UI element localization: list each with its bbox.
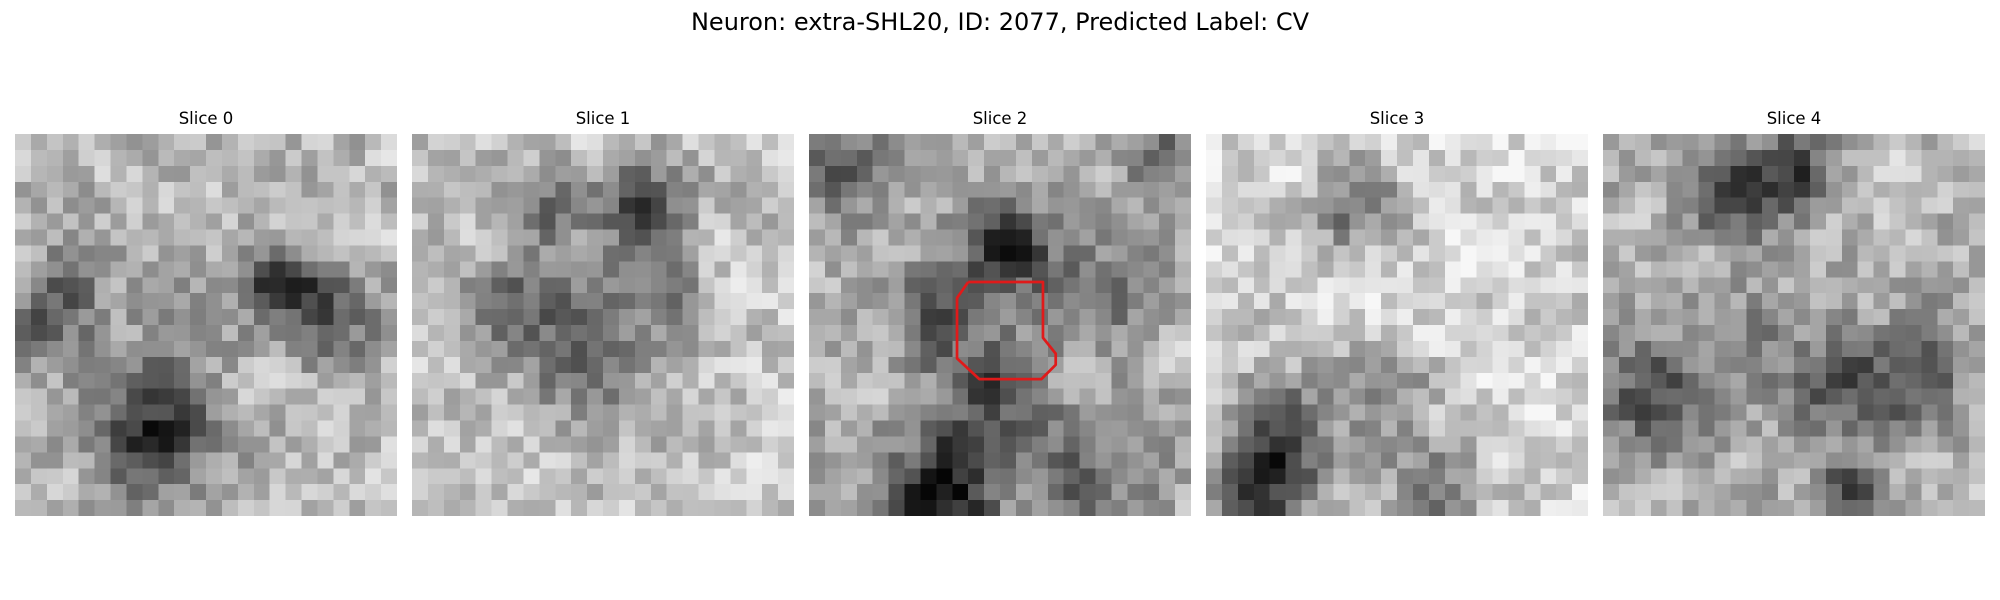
slice-image [1603,134,1985,516]
slice-image [809,134,1191,516]
slice-image [1206,134,1588,516]
slice-label: Slice 2 [972,109,1028,128]
segmentation-contour [955,280,1058,381]
slice-label: Slice 3 [1369,109,1425,128]
slice-panel-3: Slice 3 [1206,108,1588,516]
slice-image [15,134,397,516]
figure-title: Neuron: extra-SHL20, ID: 2077, Predicted… [690,8,1310,36]
slice-panel-4: Slice 4 [1603,108,1985,516]
slice-image [412,134,794,516]
slice-panel-1: Slice 1 [412,108,794,516]
slice-label: Slice 4 [1766,109,1822,128]
slice-panel-0: Slice 0 [15,108,397,516]
slice-panel-2: Slice 2 [809,108,1191,516]
slice-label: Slice 0 [178,109,234,128]
slice-label: Slice 1 [575,109,631,128]
